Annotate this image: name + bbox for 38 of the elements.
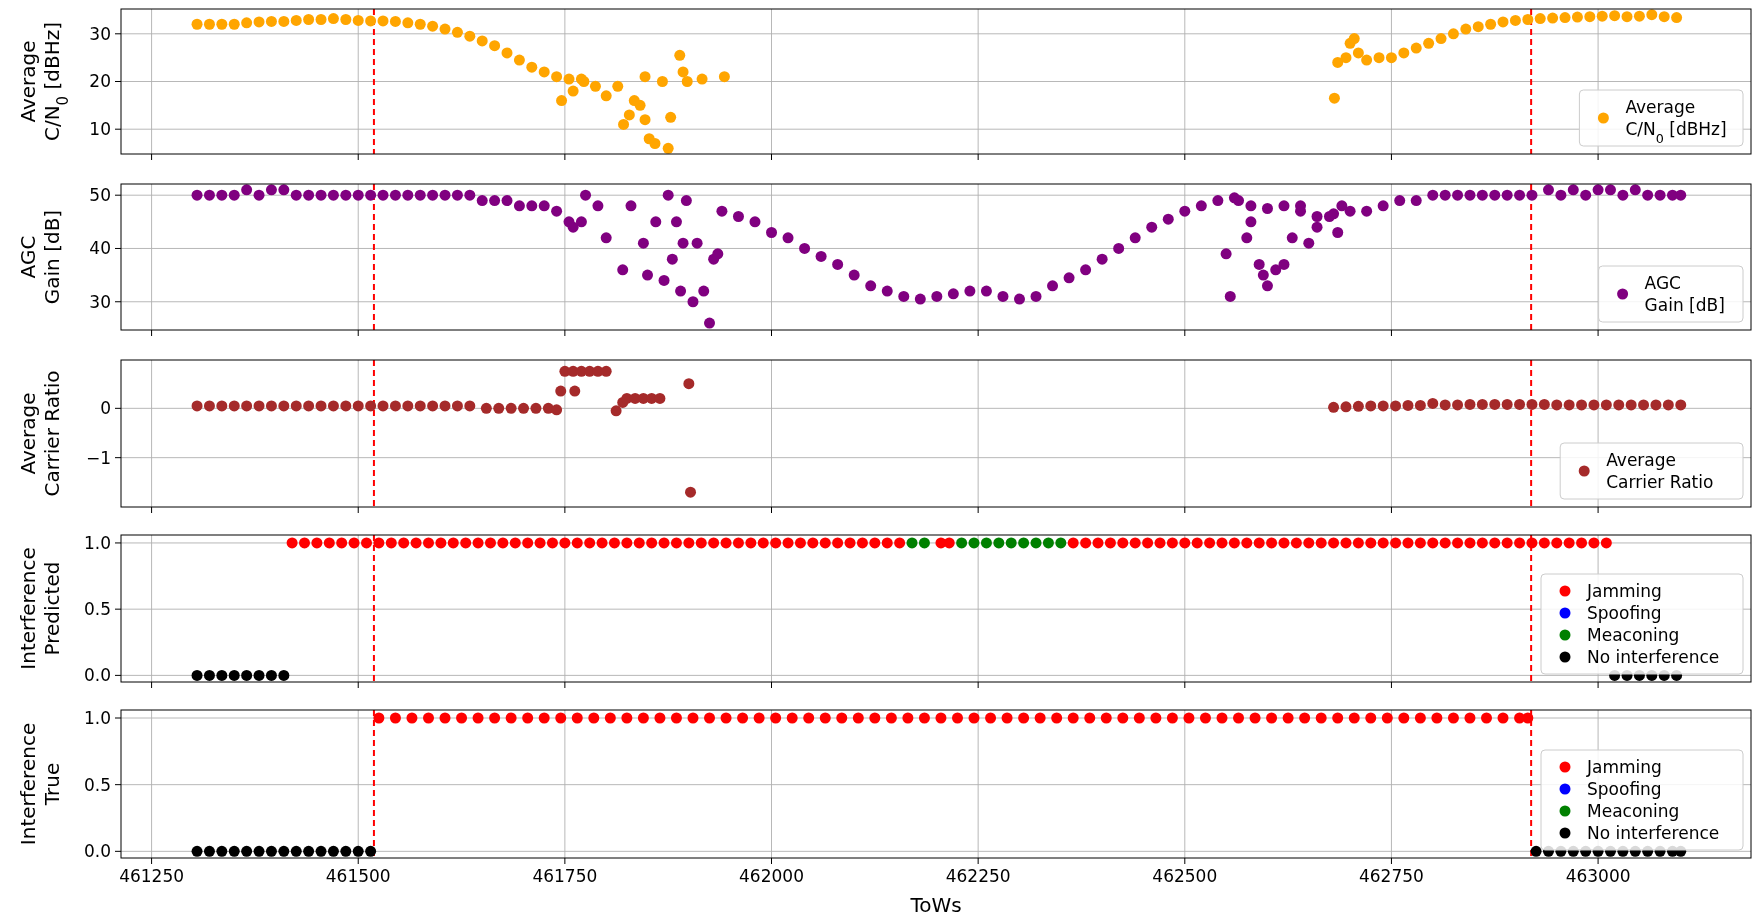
- y-tick-label: 50: [89, 185, 111, 206]
- x-tick-label: 462500: [1152, 866, 1218, 886]
- x-tick-label: 462750: [1358, 866, 1424, 886]
- legend-label: Meaconing: [1587, 625, 1680, 645]
- legend-label: Average Carrier Ratio: [1606, 450, 1714, 492]
- legend-label: Spoofing: [1587, 779, 1662, 799]
- legend-label: Meaconing: [1587, 801, 1680, 821]
- y-tick-label: 1.0: [83, 707, 111, 728]
- y-axis-title: Interference Predicted: [16, 547, 64, 670]
- y-tick-label: 0.5: [83, 599, 111, 620]
- legend-label: No interference: [1587, 647, 1720, 667]
- y-axis-title: Average Carrier Ratio: [16, 370, 64, 497]
- legend-label: Jamming: [1586, 581, 1662, 601]
- y-tick-label: 0.5: [83, 774, 111, 795]
- y-tick-label: 0.0: [83, 665, 111, 686]
- y-tick-label: 0: [100, 398, 111, 419]
- legend-label: Jamming: [1586, 757, 1662, 777]
- x-tick-label: 461250: [119, 866, 185, 886]
- y-tick-label: 10: [89, 119, 111, 140]
- x-axis-title: ToWs: [909, 893, 962, 917]
- legend-label: AGC Gain [dB]: [1644, 273, 1725, 315]
- y-axis-title: AGC Gain [dB]: [16, 209, 64, 305]
- x-tick-label: 461500: [325, 866, 391, 886]
- x-tick-label: 461750: [532, 866, 598, 886]
- y-tick-label: 30: [89, 23, 111, 44]
- x-tick-label: 463000: [1565, 866, 1631, 886]
- y-tick-label: 0.0: [83, 841, 111, 862]
- y-tick-label: 1.0: [83, 532, 111, 553]
- y-tick-label: 30: [89, 291, 111, 312]
- y-axis-title: Interference True: [16, 722, 64, 846]
- x-tick-label: 462000: [739, 866, 804, 886]
- y-tick-label: 40: [89, 238, 111, 259]
- y-tick-label: 20: [89, 71, 111, 92]
- legend-label: Average C/N$_{0}$ [dBHz]: [1625, 97, 1727, 146]
- y-tick-label: −1: [85, 447, 111, 468]
- legend-label: No interference: [1587, 823, 1720, 843]
- legend-label: Spoofing: [1587, 603, 1662, 623]
- x-tick-label: 462250: [945, 866, 1011, 886]
